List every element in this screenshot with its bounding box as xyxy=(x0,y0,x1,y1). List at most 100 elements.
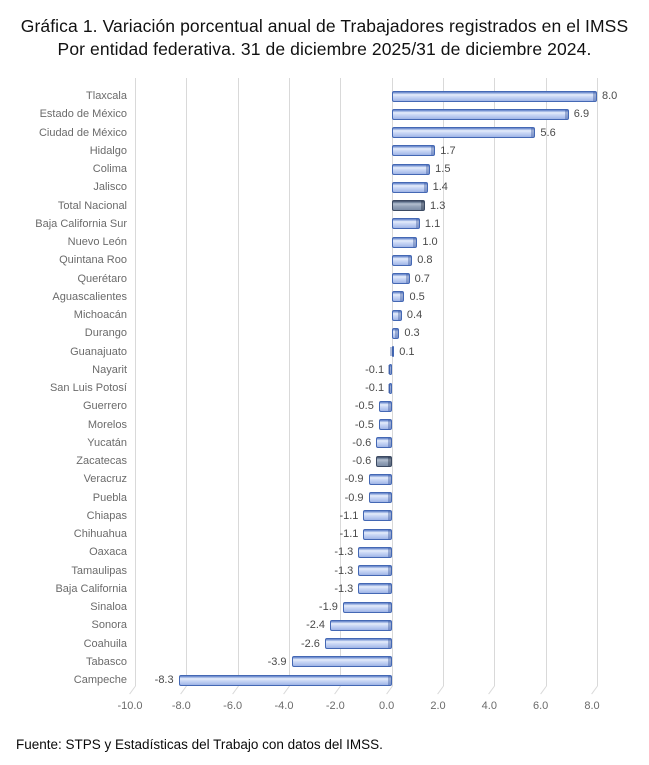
category-label: Estado de México xyxy=(39,108,127,121)
bar-end-cap xyxy=(415,219,419,229)
value-label: 6.9 xyxy=(573,108,590,121)
bar-end-cap xyxy=(387,620,391,630)
value-label: -3.9 xyxy=(267,655,287,668)
bar-end-cap xyxy=(387,511,391,521)
gridline xyxy=(237,78,239,686)
value-label: -0.9 xyxy=(344,473,364,486)
bar xyxy=(291,656,392,668)
bar-end-cap xyxy=(387,657,391,667)
category-label: Sonora xyxy=(91,619,127,632)
axis-tick-label: 4.0 xyxy=(481,700,497,712)
gridline xyxy=(289,78,290,686)
bar xyxy=(390,346,395,357)
value-label: 1.1 xyxy=(424,217,441,230)
bar xyxy=(358,583,392,595)
bar xyxy=(391,291,405,303)
gridline-foot xyxy=(231,685,239,695)
category-label: Ciudad de México xyxy=(38,126,127,139)
axis-tick-label: 0.0 xyxy=(379,700,395,712)
gridline-foot xyxy=(334,685,342,695)
value-label: 1.5 xyxy=(435,163,451,175)
bar xyxy=(391,127,536,138)
gridline xyxy=(545,78,547,686)
value-label: -0.1 xyxy=(365,363,385,376)
axis-tick-label: -4.0 xyxy=(274,700,294,712)
category-label: Tamaulipas xyxy=(71,564,127,577)
bar-end-cap xyxy=(408,255,412,265)
category-label: Coahuila xyxy=(83,637,127,650)
bar-end-cap xyxy=(564,109,568,119)
bar xyxy=(391,254,413,266)
axis-tick-label: 6.0 xyxy=(533,700,549,712)
bar xyxy=(368,473,392,485)
gridline xyxy=(443,78,444,686)
bar-end-cap xyxy=(387,566,391,575)
value-label: -0.5 xyxy=(354,400,374,413)
value-label: 8.0 xyxy=(602,90,618,102)
bar xyxy=(342,601,392,613)
value-label: -0.6 xyxy=(352,436,372,449)
bar xyxy=(391,108,569,120)
category-label: Tabasco xyxy=(86,655,127,668)
value-label: -1.9 xyxy=(318,601,338,613)
bar-end-cap xyxy=(531,128,535,137)
axis-tick-label: 8.0 xyxy=(584,700,600,712)
bar-end-cap xyxy=(387,438,391,448)
axis-tick-label: -10.0 xyxy=(117,700,143,712)
bar-end-cap xyxy=(395,328,399,338)
bar xyxy=(391,218,420,230)
bar xyxy=(178,674,392,686)
bar-end-cap xyxy=(387,675,391,685)
category-label: Yucatán xyxy=(87,436,127,449)
bar-end-cap xyxy=(431,146,435,156)
category-label: Campeche xyxy=(73,674,127,686)
category-label: Puebla xyxy=(92,491,127,504)
bar xyxy=(391,200,426,211)
category-label: Aguascalientes xyxy=(52,290,127,303)
bar xyxy=(324,638,392,649)
category-label: Chihuahua xyxy=(73,528,127,540)
bar xyxy=(391,90,597,102)
category-label: Colima xyxy=(92,163,127,175)
bar xyxy=(391,236,418,248)
value-label: -8.3 xyxy=(154,674,174,686)
value-label: 1.7 xyxy=(440,144,456,157)
bar-end-cap xyxy=(405,274,409,283)
category-label: Sinaloa xyxy=(90,601,127,613)
bar-end-cap xyxy=(387,401,391,411)
value-label: -2.6 xyxy=(300,637,320,650)
bar xyxy=(391,273,410,284)
value-label: -1.1 xyxy=(339,509,359,522)
value-label: -1.3 xyxy=(334,582,354,595)
bar xyxy=(330,619,392,631)
bar-end-cap xyxy=(387,365,391,375)
value-label: -1.3 xyxy=(334,564,354,577)
gridline-foot xyxy=(437,685,444,695)
axis-tick-label: 2.0 xyxy=(430,700,446,712)
gridline-foot xyxy=(180,685,188,695)
bar xyxy=(368,492,392,503)
bar-end-cap xyxy=(397,310,401,320)
bar-end-cap xyxy=(387,420,391,429)
category-label: Total Nacional xyxy=(57,199,127,212)
category-label: Nayarit xyxy=(92,363,127,376)
category-label: Chiapas xyxy=(86,509,127,522)
gridline-foot xyxy=(385,685,393,695)
bar-end-cap xyxy=(387,529,391,539)
bar xyxy=(387,382,392,394)
axis-tick-label: -8.0 xyxy=(171,700,191,712)
value-label: -0.5 xyxy=(354,418,374,431)
gridline xyxy=(391,78,393,686)
category-label: Zacatecas xyxy=(76,455,127,467)
gridline xyxy=(186,78,188,686)
bar xyxy=(358,546,392,558)
value-label: -2.4 xyxy=(306,619,326,632)
source-note: Fuente: STPS y Estadísticas del Trabajo … xyxy=(16,737,383,752)
category-label: Jalisco xyxy=(93,181,127,194)
bar xyxy=(378,400,392,412)
gridline-foot xyxy=(488,685,496,695)
bar-end-cap xyxy=(413,237,417,247)
bar-end-cap xyxy=(423,182,427,192)
gridline xyxy=(340,78,342,686)
value-label: 5.6 xyxy=(540,126,556,139)
